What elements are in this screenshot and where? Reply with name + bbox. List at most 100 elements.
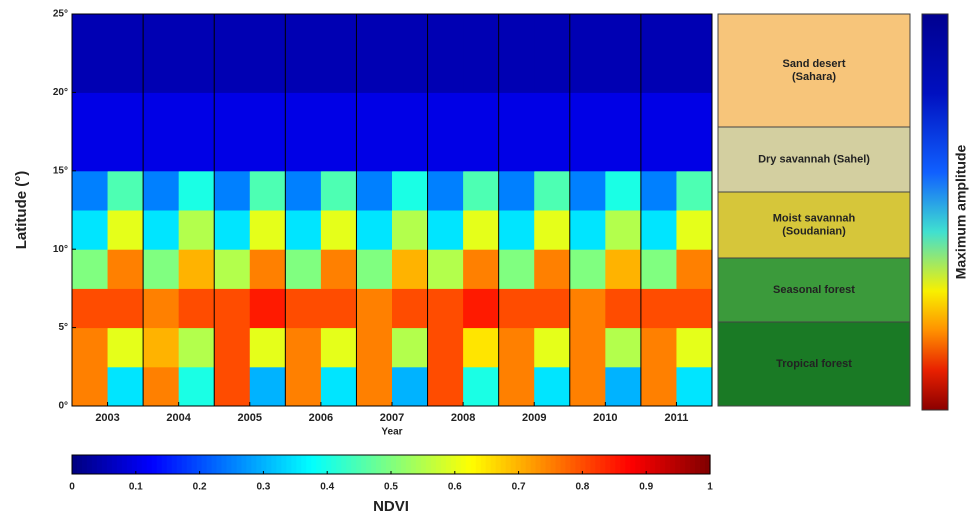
zone-box: [717, 126, 911, 193]
heat-cell: [249, 288, 286, 329]
heat-cell: [534, 210, 571, 250]
heat-cell: [178, 92, 215, 172]
heat-cell: [498, 92, 535, 172]
colorbar-step: [530, 455, 537, 474]
heat-cell: [498, 366, 535, 407]
heat-cell: [569, 210, 606, 250]
colorbar-step: [635, 455, 641, 474]
colorbar-step: [301, 455, 307, 474]
heat-cell: [249, 210, 286, 250]
heat-cell: [427, 170, 464, 211]
heat-cell: [285, 14, 322, 93]
colorbar-step: [181, 455, 188, 474]
zone-label: Tropical forest: [776, 358, 852, 370]
heat-cell: [143, 92, 180, 172]
heat-cell: [534, 288, 571, 329]
heat-cell: [569, 288, 606, 329]
heat-cell: [676, 92, 713, 172]
colorbar-step: [420, 455, 427, 474]
heat-cell: [427, 327, 464, 368]
heat-cell: [640, 14, 677, 93]
heat-cell: [569, 92, 606, 172]
heat-cell: [605, 249, 642, 289]
heat-cell: [392, 366, 429, 407]
heat-cell: [676, 288, 713, 329]
heat-cell: [320, 210, 357, 250]
heat-cell: [640, 288, 677, 329]
colorbar-step: [425, 455, 432, 474]
heat-cell: [285, 170, 322, 211]
heat-cell: [356, 170, 393, 211]
colorbar-step: [580, 455, 586, 474]
colorbar-step: [246, 455, 253, 474]
heat-cell: [107, 327, 144, 368]
heat-cell: [107, 210, 144, 250]
colorbar-step: [525, 455, 532, 474]
heat-cell: [463, 92, 500, 172]
y-tick-label: 5°: [58, 322, 68, 333]
colorbar-step: [206, 455, 213, 474]
colorbar-step: [111, 455, 118, 474]
colorbar-step: [640, 455, 646, 474]
heat-cell: [392, 288, 429, 329]
heat-cell: [498, 249, 535, 289]
colorbar-step: [650, 455, 656, 474]
heat-cell: [249, 249, 286, 289]
colorbar-step: [236, 455, 243, 474]
colorbar-step: [605, 455, 611, 474]
heat-cell: [214, 366, 251, 407]
heat-cell: [534, 14, 571, 93]
heat-cell: [676, 327, 713, 368]
colorbar-step: [141, 455, 148, 474]
colorbar-step: [700, 455, 706, 474]
colorbar-step: [336, 455, 342, 474]
heat-cell: [143, 14, 180, 93]
colorbar-step: [625, 455, 631, 474]
heat-cell: [178, 14, 215, 93]
heat-cell: [107, 366, 144, 407]
amplitude-label: Maximum amplitude: [953, 145, 969, 280]
colorbar-tick-label: 0.7: [512, 482, 526, 493]
colorbar-step: [410, 455, 417, 474]
heat-cell: [72, 327, 109, 368]
heat-cell: [427, 366, 464, 407]
colorbar-step: [495, 455, 502, 474]
colorbar-step: [256, 455, 263, 474]
heat-cell: [498, 14, 535, 93]
heat-cell: [498, 288, 535, 329]
colorbar-step: [96, 455, 103, 474]
heat-cell: [463, 327, 500, 368]
colorbar-step: [221, 455, 228, 474]
heat-cell: [463, 366, 500, 407]
heat-cell: [285, 366, 322, 407]
colorbar-tick-label: 0.3: [256, 482, 270, 493]
colorbar-step: [570, 455, 577, 474]
colorbar-step: [655, 455, 661, 474]
heat-cell: [143, 249, 180, 289]
heat-cell: [569, 366, 606, 407]
colorbar-step: [500, 455, 507, 474]
colorbar-step: [645, 455, 651, 474]
colorbar-step: [191, 455, 198, 474]
heat-cell: [498, 327, 535, 368]
colorbar-step: [435, 455, 442, 474]
heat-cell: [72, 92, 109, 172]
colorbar-step: [455, 455, 462, 474]
colorbar-step: [216, 455, 223, 474]
colorbar-tick-label: 0: [69, 482, 75, 493]
zone-label: (Sahara): [792, 71, 836, 83]
colorbar-step: [450, 455, 457, 474]
amplitude-bar: [921, 13, 949, 411]
heat-cell: [178, 210, 215, 250]
y-tick-label: 20°: [53, 87, 68, 98]
colorbar-tick-label: 0.8: [575, 482, 589, 493]
colorbar-step: [545, 455, 552, 474]
colorbar-step: [535, 455, 542, 474]
colorbar-step: [465, 455, 472, 474]
heat-cell: [143, 327, 180, 368]
colorbar-step: [176, 455, 183, 474]
colorbar-step: [690, 455, 696, 474]
colorbar-step: [291, 455, 297, 474]
colorbar-step: [430, 455, 437, 474]
colorbar-step: [565, 455, 572, 474]
